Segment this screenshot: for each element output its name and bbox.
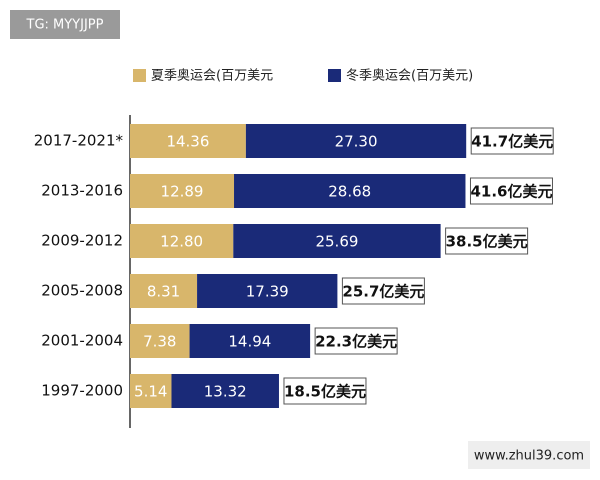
total-box [283, 377, 367, 405]
legend-swatch [328, 69, 341, 82]
bar-segment [233, 224, 441, 258]
total-box [470, 127, 554, 155]
value-label: 14.36 [166, 133, 209, 151]
total-box [445, 227, 529, 255]
value-label: 13.32 [204, 383, 247, 401]
total-label: 41.6亿美元 [470, 183, 552, 201]
y-tick-label: 2009-2012 [41, 232, 123, 250]
value-label: 25.69 [315, 233, 358, 251]
bar-segment [130, 124, 246, 158]
bar-segment [189, 324, 311, 358]
bar-segment [234, 174, 466, 208]
legend-label: 冬季奥运会(百万美元) [346, 68, 473, 84]
value-label: 5.14 [134, 383, 167, 401]
bar-segment [130, 374, 172, 408]
total-label: 25.7亿美元 [342, 283, 424, 301]
value-label: 28.68 [328, 183, 371, 201]
watermark: www.zhul39.com [474, 449, 584, 464]
bar-segment [245, 124, 467, 158]
legend-swatch [133, 69, 146, 82]
value-label: 27.30 [335, 133, 378, 151]
value-label: 14.94 [228, 333, 271, 351]
watermark-box [468, 441, 590, 469]
value-label: 12.80 [160, 233, 203, 251]
value-label: 17.39 [246, 283, 289, 301]
bar-segment [197, 274, 338, 308]
total-label: 18.5亿美元 [284, 383, 366, 401]
total-label: 41.7亿美元 [471, 133, 553, 151]
y-tick-label: 2013-2016 [41, 182, 123, 200]
bar-segment [130, 324, 190, 358]
y-tick-label: 2017-2021* [34, 132, 124, 150]
watermark: TG: MYYJJPP [26, 18, 104, 33]
value-label: 12.89 [161, 183, 204, 201]
total-box [314, 327, 398, 355]
value-label: 8.31 [147, 283, 180, 301]
y-tick-label: 2005-2008 [41, 282, 123, 300]
total-label: 22.3亿美元 [315, 333, 397, 351]
total-label: 38.5亿美元 [446, 233, 528, 251]
y-tick-label: 2001-2004 [41, 332, 123, 350]
watermark-box [10, 10, 120, 39]
bar-segment [130, 274, 198, 308]
total-box [341, 277, 425, 305]
bar-segment [171, 374, 279, 408]
bar-segment [130, 224, 234, 258]
total-box [469, 177, 553, 205]
legend-label: 夏季奥运会(百万美元 [151, 69, 273, 84]
y-tick-label: 1997-2000 [41, 382, 123, 400]
value-label: 7.38 [143, 333, 176, 351]
bar-segment [130, 174, 235, 208]
